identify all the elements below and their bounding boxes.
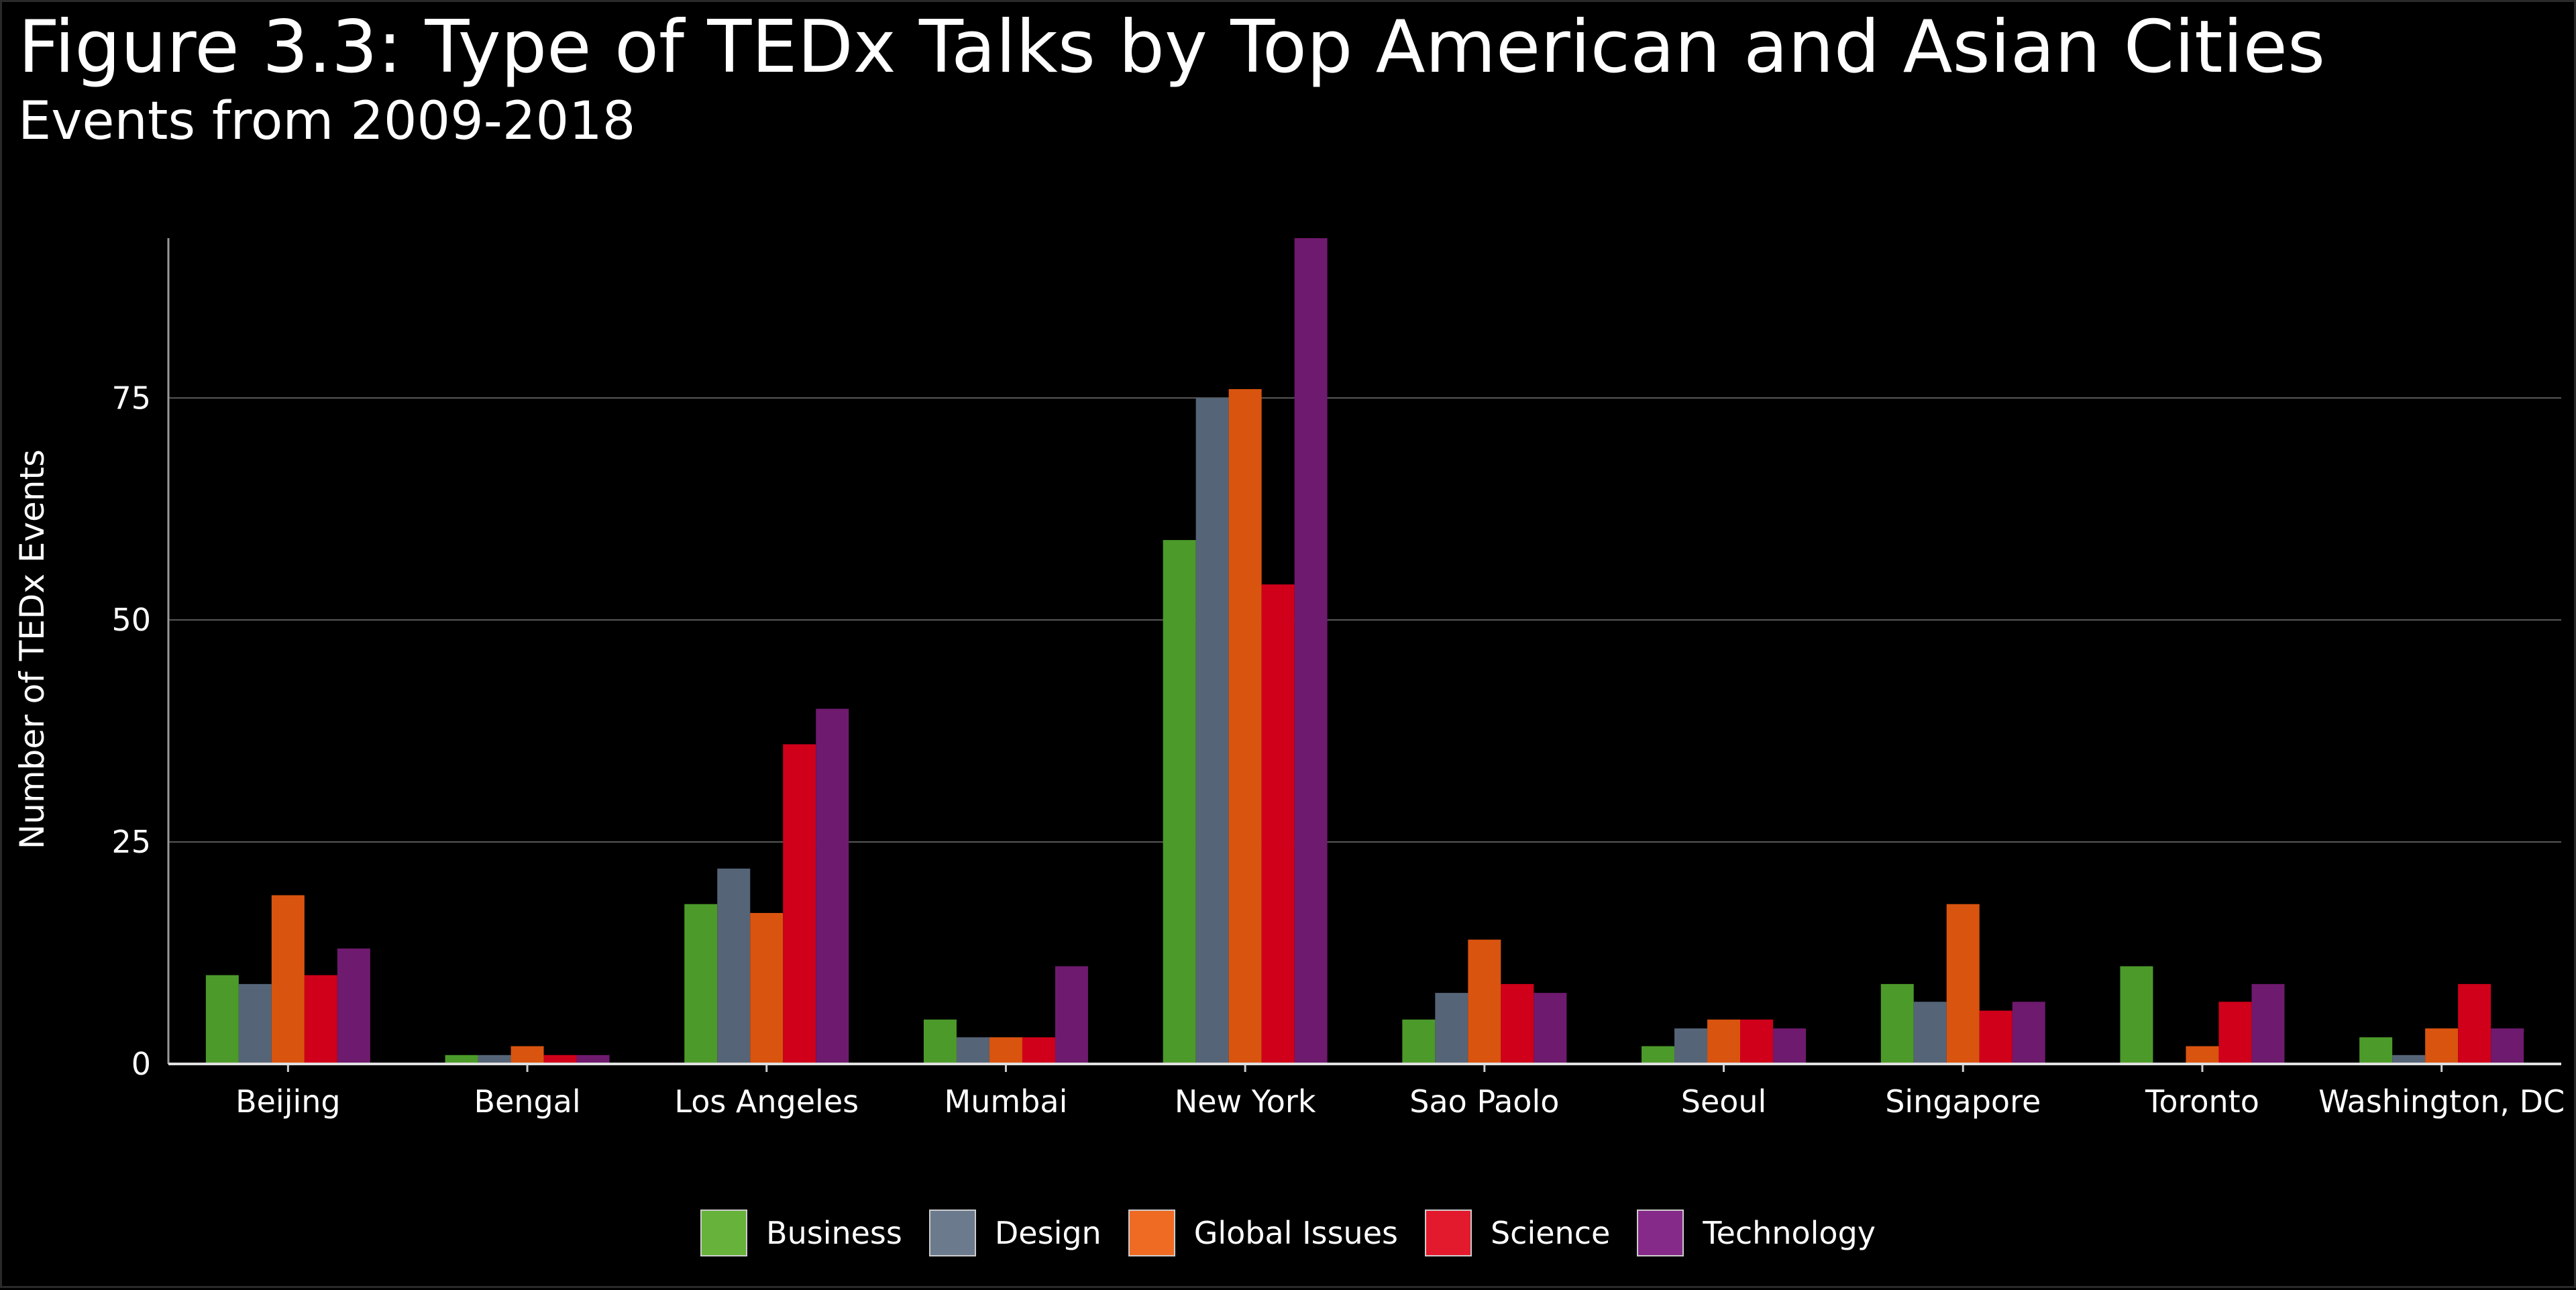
y-tick-label: 50 <box>111 602 151 638</box>
bar-design-bengal <box>478 1055 511 1064</box>
x-tick-label: Beijing <box>235 1083 341 1120</box>
bar-science-washington-dc <box>2458 983 2491 1064</box>
bar-science-seoul <box>1740 1019 1774 1064</box>
bar-global-issues-new-york <box>1228 389 1262 1064</box>
bar-technology-seoul <box>1773 1028 1807 1064</box>
grid-lines <box>168 397 2561 843</box>
bar-global-issues-washington-dc <box>2425 1028 2459 1064</box>
y-tick-label: 25 <box>111 824 151 860</box>
bar-design-seoul <box>1674 1028 1708 1064</box>
y-tick-label: 75 <box>111 380 151 416</box>
y-axis-title: Number of TEDx Events <box>13 449 52 849</box>
bar-science-mumbai <box>1022 1037 1055 1064</box>
legend-item-design: Design <box>928 1210 1102 1256</box>
bar-technology-mumbai <box>1055 966 1088 1064</box>
bar-science-sao-paolo <box>1501 983 1534 1064</box>
bar-design-washington-dc <box>2392 1055 2426 1064</box>
x-tick-label: Seoul <box>1681 1083 1767 1120</box>
legend: Business Design Global Issues Science Techno… <box>2 1206 2574 1260</box>
bar-science-bengal <box>543 1055 577 1064</box>
bar-business-singapore <box>1880 983 1914 1064</box>
bar-science-los-angeles <box>783 744 816 1064</box>
x-tick-label: Singapore <box>1885 1083 2041 1120</box>
legend-swatch <box>700 1210 748 1256</box>
x-tick-label: Toronto <box>2145 1083 2259 1120</box>
legend-swatch <box>1637 1210 1684 1256</box>
bar-global-issues-los-angeles <box>750 912 784 1064</box>
chart-subtitle: Events from 2009-2018 <box>18 91 636 152</box>
axes <box>167 238 2561 1072</box>
bar-global-issues-seoul <box>1707 1019 1741 1064</box>
x-tick-label: Sao Paolo <box>1409 1083 1559 1120</box>
x-tick-label: Los Angeles <box>674 1083 859 1120</box>
chart-title: Figure 3.3: Type of TEDx Talks by Top Am… <box>18 5 2326 89</box>
legend-label: Design <box>994 1215 1102 1251</box>
bar-design-singapore <box>1913 1002 1947 1064</box>
bar-business-los-angeles <box>684 904 718 1064</box>
bar-technology-singapore <box>2012 1002 2045 1064</box>
legend-swatch <box>1424 1210 1472 1256</box>
legend-item-global-issues: Global Issues <box>1128 1210 1398 1256</box>
bar-technology-bengal <box>576 1055 610 1064</box>
bar-business-sao-paolo <box>1402 1019 1436 1064</box>
bar-technology-toronto <box>2251 983 2285 1064</box>
bar-technology-los-angeles <box>816 708 849 1064</box>
y-tick-label: 0 <box>131 1046 151 1082</box>
bar-design-mumbai <box>956 1037 989 1064</box>
bar-technology-new-york <box>1294 238 1328 1064</box>
x-tick-label: New York <box>1175 1083 1316 1120</box>
bar-global-issues-beijing <box>271 895 305 1064</box>
bar-global-issues-mumbai <box>989 1037 1022 1064</box>
legend-item-science: Science <box>1424 1210 1611 1256</box>
legend-swatch <box>1128 1210 1175 1256</box>
bar-business-new-york <box>1163 540 1196 1064</box>
axis-labels: Number of TEDx Events 0 25 50 75 Beijing Beng… <box>13 380 2565 1120</box>
bar-design-sao-paolo <box>1435 993 1468 1064</box>
bar-business-beijing <box>205 975 239 1064</box>
legend-item-business: Business <box>700 1210 902 1256</box>
bar-global-issues-toronto <box>2186 1046 2219 1064</box>
bar-technology-beijing <box>337 948 370 1064</box>
bar-science-toronto <box>2218 1002 2252 1064</box>
bar-global-issues-bengal <box>511 1046 544 1064</box>
bar-business-washington-dc <box>2359 1037 2393 1064</box>
bar-business-bengal <box>445 1055 478 1064</box>
bar-science-singapore <box>1979 1010 2012 1064</box>
x-tick-label: Mumbai <box>945 1083 1068 1120</box>
bar-design-new-york <box>1195 398 1229 1064</box>
bars <box>205 238 2524 1064</box>
legend-label: Global Issues <box>1193 1215 1398 1251</box>
bar-global-issues-singapore <box>1946 904 1980 1064</box>
bar-business-toronto <box>2120 966 2153 1064</box>
bar-business-seoul <box>1642 1046 1675 1064</box>
bar-design-los-angeles <box>717 868 751 1064</box>
legend-label: Business <box>766 1215 902 1251</box>
bar-technology-washington-dc <box>2491 1028 2524 1064</box>
legend-label: Science <box>1490 1215 1611 1251</box>
bar-business-mumbai <box>923 1019 957 1064</box>
legend-item-technology: Technology <box>1637 1210 1876 1256</box>
bar-science-beijing <box>304 975 337 1064</box>
x-tick-label: Washington, DC <box>2318 1083 2565 1120</box>
bar-global-issues-sao-paolo <box>1468 939 1501 1064</box>
bar-science-new-york <box>1261 584 1295 1064</box>
bar-design-beijing <box>238 983 272 1064</box>
legend-swatch <box>928 1210 976 1256</box>
bar-technology-sao-paolo <box>1534 993 1567 1064</box>
x-tick-label: Bengal <box>474 1083 580 1120</box>
legend-label: Technology <box>1703 1215 1876 1251</box>
